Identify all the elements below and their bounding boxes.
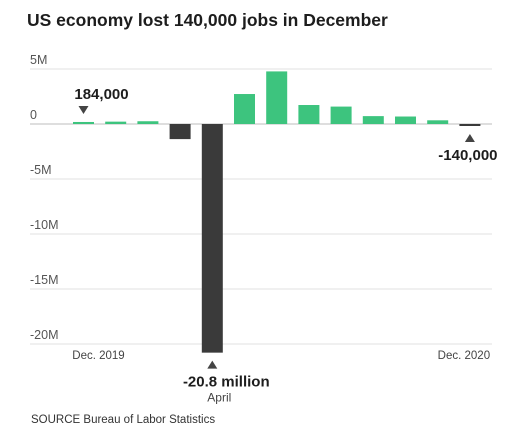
bar-8	[330, 106, 352, 124]
bar-1	[105, 121, 127, 124]
annotation-label: -20.8 million	[183, 374, 270, 391]
annotation-sublabel: April	[207, 391, 231, 405]
y-tick-label: -15M	[30, 273, 58, 287]
source-note: SOURCE Bureau of Labor Statistics	[31, 414, 216, 426]
jobs-bar-chart: 5M 0 -5M -10M -15M -20M Dec. 2019 Dec. 2020 184,…	[30, 53, 498, 405]
bar-12	[459, 124, 481, 126]
bar-0	[73, 121, 94, 124]
chart-title: US economy lost 140,000 jobs in December	[27, 10, 388, 30]
bar-6	[266, 71, 288, 124]
bar-5	[234, 94, 255, 124]
x-tick-label: Dec. 2019	[72, 350, 124, 362]
bar-4	[201, 124, 223, 353]
y-tick-label: -10M	[30, 218, 58, 232]
annotation-marker	[207, 360, 218, 369]
bar-9	[362, 116, 384, 124]
annotation-label: -140,000	[438, 147, 497, 164]
bar-10	[395, 116, 416, 124]
bar-11	[427, 120, 449, 124]
y-tick-label: -20M	[30, 328, 58, 342]
x-tick-label: Dec. 2020	[438, 350, 490, 362]
y-tick-label: 5M	[30, 53, 47, 67]
y-tick-label: -5M	[30, 163, 52, 177]
bar-3	[169, 124, 191, 140]
bar-2	[137, 121, 159, 124]
annotation-marker	[464, 134, 475, 142]
annotation-marker	[78, 105, 89, 114]
annotation-label: 184,000	[74, 86, 128, 103]
y-tick-label: 0	[30, 108, 37, 122]
bar-7	[298, 105, 320, 124]
